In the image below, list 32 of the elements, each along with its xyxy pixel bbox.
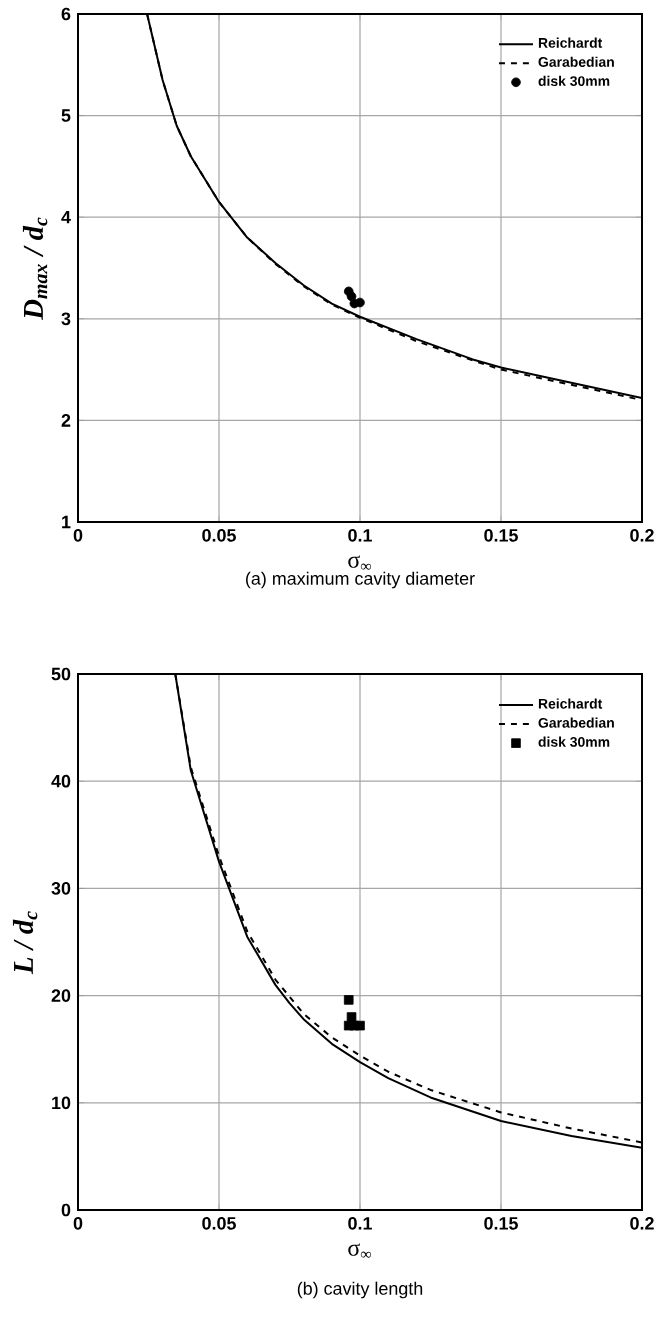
x-tick-label: 0.1 [348, 529, 372, 542]
y-tick-label: 2 [61, 414, 71, 427]
x-axis-title: σ$_{∞}$ [348, 555, 372, 570]
x-tick-label: 0.05 [202, 529, 236, 542]
point [343, 995, 354, 1005]
y-axis-title: D$_{max}$ / d$_{c}$ [22, 217, 48, 321]
y-tick-label: 6 [61, 7, 71, 21]
y-tick-label: 0 [61, 1203, 71, 1217]
y-tick-label: 1 [62, 515, 71, 529]
y-tick-label: 20 [51, 989, 71, 1002]
text: (a) maximum cavity diameter [246, 571, 475, 589]
x-tick-label: 0.1 [348, 1217, 372, 1230]
point [346, 1012, 357, 1022]
y-axis-title: L / d$_{c}$ [12, 911, 38, 975]
y-tick-label: 10 [52, 1096, 71, 1110]
x-axis-title: σ$_{∞}$ [348, 1243, 372, 1258]
point [355, 1020, 365, 1031]
point [355, 297, 365, 308]
x-tick-label: 0.2 [630, 529, 654, 542]
x-tick-label: 0.05 [202, 1217, 236, 1230]
y-tick-label: 40 [51, 774, 71, 788]
x-tick-label: 0.2 [630, 1217, 654, 1230]
y-tick-label: 3 [61, 312, 71, 326]
x-tick-label: 0.15 [484, 1217, 518, 1230]
y-tick-label: 5 [61, 109, 71, 122]
x-tick-label: 0 [73, 1217, 83, 1230]
y-tick-label: 30 [51, 882, 71, 895]
y-tick-label: 50 [51, 667, 71, 681]
text: (b) cavity length [297, 1281, 423, 1299]
y-tick-label: 4 [61, 211, 71, 224]
x-tick-label: 0 [73, 529, 83, 542]
x-tick-label: 0.15 [484, 529, 518, 542]
